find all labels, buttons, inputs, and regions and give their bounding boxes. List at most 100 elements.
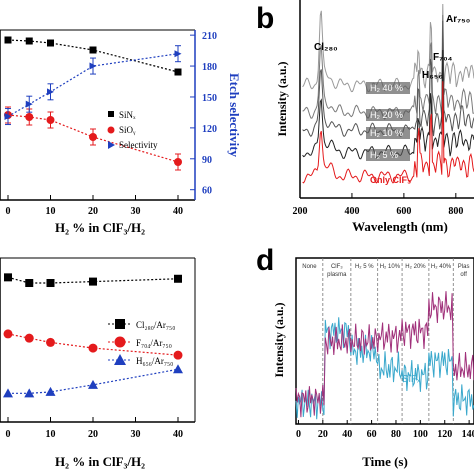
legend-label-selectivity: Selectivity xyxy=(119,140,158,150)
panel-a-point xyxy=(47,88,54,96)
panel-b-xlabel: Wavelength (nm) xyxy=(352,219,448,234)
panel-c-xtick-label: 30 xyxy=(131,429,141,440)
panel-b-spectrum xyxy=(302,81,474,184)
panel-b-series-label: H₂ 40 % xyxy=(370,83,403,93)
panel-d-xtick-label: 80 xyxy=(391,429,401,440)
panel-a-rtick-label: 120 xyxy=(202,124,217,135)
panel-d-segment-label: plasma xyxy=(327,272,347,278)
legend-label-sifx: SiFₓ xyxy=(402,374,421,385)
panel-d-segment-label: H₂ 5 % xyxy=(355,264,374,270)
panel-c-point xyxy=(174,274,182,283)
panel-d-xtick-label: 0 xyxy=(296,429,301,440)
panel-c-point xyxy=(173,364,183,374)
panel-c-point xyxy=(24,333,34,343)
panel-a-point xyxy=(89,133,97,141)
panel-a-xtick-label: 20 xyxy=(88,206,98,217)
panel-d-segment-label: H₂ 20% xyxy=(405,264,426,270)
panel-b-spectrum xyxy=(302,20,474,138)
panel-a-rtick-label: 90 xyxy=(202,155,212,166)
panel-d-segment-label: None xyxy=(302,264,317,270)
panel-b-spectrum xyxy=(302,49,474,160)
annotation-cl280: Cl₂₈₀ xyxy=(314,42,338,53)
panel-c-xtick-label: 20 xyxy=(88,429,98,440)
panel-c-point xyxy=(3,329,13,339)
panel-c-point xyxy=(4,273,12,282)
panel-a-point xyxy=(89,62,97,70)
panel-c-point xyxy=(88,379,98,389)
panel-b-label-bg xyxy=(366,127,410,139)
panel-a-ylabel-right: Etch selectivity xyxy=(227,73,242,158)
panel-d: d Intensity (a.u.) None ClF₃ plasma H₂ 5 % H… xyxy=(256,244,474,469)
panel-b-letter: b xyxy=(256,2,274,35)
legend-label-cl: Cl₂₈₀/Ar₇₅₀ xyxy=(136,320,175,330)
panel-d-xtick-label: 60 xyxy=(367,429,377,440)
panel-c-legend: Cl₂₈₀/Ar₇₅₀ F₇₀₄/Ar₇₅₀ H₆₅₆/Ar₇₅₀ xyxy=(108,319,175,366)
legend-marker-h xyxy=(114,354,126,365)
panel-c-xtick-label: 0 xyxy=(6,429,11,440)
panel-b-series-label: H₂ 5 % xyxy=(370,150,398,160)
panel-d-segment-label: off xyxy=(460,272,467,278)
panel-b-label-bg xyxy=(366,149,410,161)
legend-marker-cl xyxy=(115,319,125,329)
panel-d-xtick-label: 120 xyxy=(437,429,452,440)
panel-c-point xyxy=(89,277,97,286)
legend-label-sioy: SiOᵧ xyxy=(119,125,136,136)
panel-b-label-bg xyxy=(366,109,410,121)
panel-d-frame xyxy=(295,257,474,425)
panel-d-segment-label: ClF₃ xyxy=(331,264,343,270)
panel-a-xtick-label: 40 xyxy=(173,206,183,217)
panel-d-xtick-label: 100 xyxy=(413,429,428,440)
panel-d-letter: d xyxy=(256,244,274,277)
legend-label-h: H₆₅₆/Ar₇₅₀ xyxy=(136,356,173,366)
panel-b-xtick-label: 600 xyxy=(396,206,411,217)
legend-marker-selectivity xyxy=(108,141,115,149)
panel-b-xtick-label: 400 xyxy=(344,206,359,217)
panel-c-xlabel: H₂ % in ClF₃/H₂ xyxy=(55,454,145,469)
panel-a-xtick-label: 0 xyxy=(6,206,11,217)
panel-d-trace xyxy=(295,317,474,420)
panel-c-point xyxy=(46,279,55,288)
panel-a-xtick-label: 30 xyxy=(131,206,141,217)
legend-marker-sioy xyxy=(107,126,115,134)
panel-b-series-label: Only ClF₃ xyxy=(370,175,411,185)
panel-c-point xyxy=(25,279,34,288)
panel-a-rtick-label: 210 xyxy=(202,31,217,42)
panel-d-segment-label: Plas xyxy=(458,264,470,270)
panel-b-label-bg xyxy=(366,82,410,94)
legend-marker-sinx xyxy=(108,111,114,117)
panel-a-point xyxy=(174,68,182,76)
annotation-ar750: Ar₇₅₀ xyxy=(446,14,470,25)
legend-label-sinx: SiNₓ xyxy=(119,110,136,120)
panel-a-point xyxy=(25,100,33,108)
panel-a-point xyxy=(25,113,34,121)
panel-a-point xyxy=(89,46,97,54)
panel-d-xtick-label: 40 xyxy=(342,429,352,440)
panel-c-point xyxy=(46,337,55,347)
annotation-h656: H₆₅₆ xyxy=(422,70,443,81)
panel-a-legend: SiNₓ SiOᵧ Selectivity xyxy=(107,110,158,150)
panel-a-xtick-label: 10 xyxy=(46,206,56,217)
panel-b-series-label: H₂ 10 % xyxy=(370,128,403,138)
panel-a-point xyxy=(174,158,182,166)
legend-label-f: F₇₀₄/Ar₇₅₀ xyxy=(136,338,172,348)
panel-d-xtick-label: 20 xyxy=(318,429,328,440)
panel-a: 0 10 20 30 40 60 90 120 150 180 210 H₂ % in ClF₃/… xyxy=(0,29,242,235)
panel-a-xlabel: H₂ % in ClF₃/H₂ xyxy=(55,220,145,235)
panel-a-point xyxy=(174,50,182,58)
panel-c-point xyxy=(173,350,183,360)
panel-c-point xyxy=(45,386,56,396)
panel-d-ylabel: Intensity (a.u.) xyxy=(272,302,286,377)
legend-marker-f xyxy=(114,336,126,348)
panel-a-point xyxy=(47,39,54,47)
panel-d-xtick-label: 140 xyxy=(462,429,474,440)
panel-c-point xyxy=(88,343,98,353)
panel-c-point xyxy=(24,388,35,398)
panel-a-rtick-label: 180 xyxy=(202,62,217,73)
panel-b-ylabel: Intensity (a.u.) xyxy=(275,61,289,136)
panel-b: b Intensity (a.u.) 200 400 600 800 Waveleng… xyxy=(256,0,474,234)
annotation-f704: F₇₀₄ xyxy=(433,52,453,63)
panel-d-trace xyxy=(295,291,474,418)
panel-a-point xyxy=(46,116,55,124)
panel-c-xtick-label: 10 xyxy=(46,429,56,440)
